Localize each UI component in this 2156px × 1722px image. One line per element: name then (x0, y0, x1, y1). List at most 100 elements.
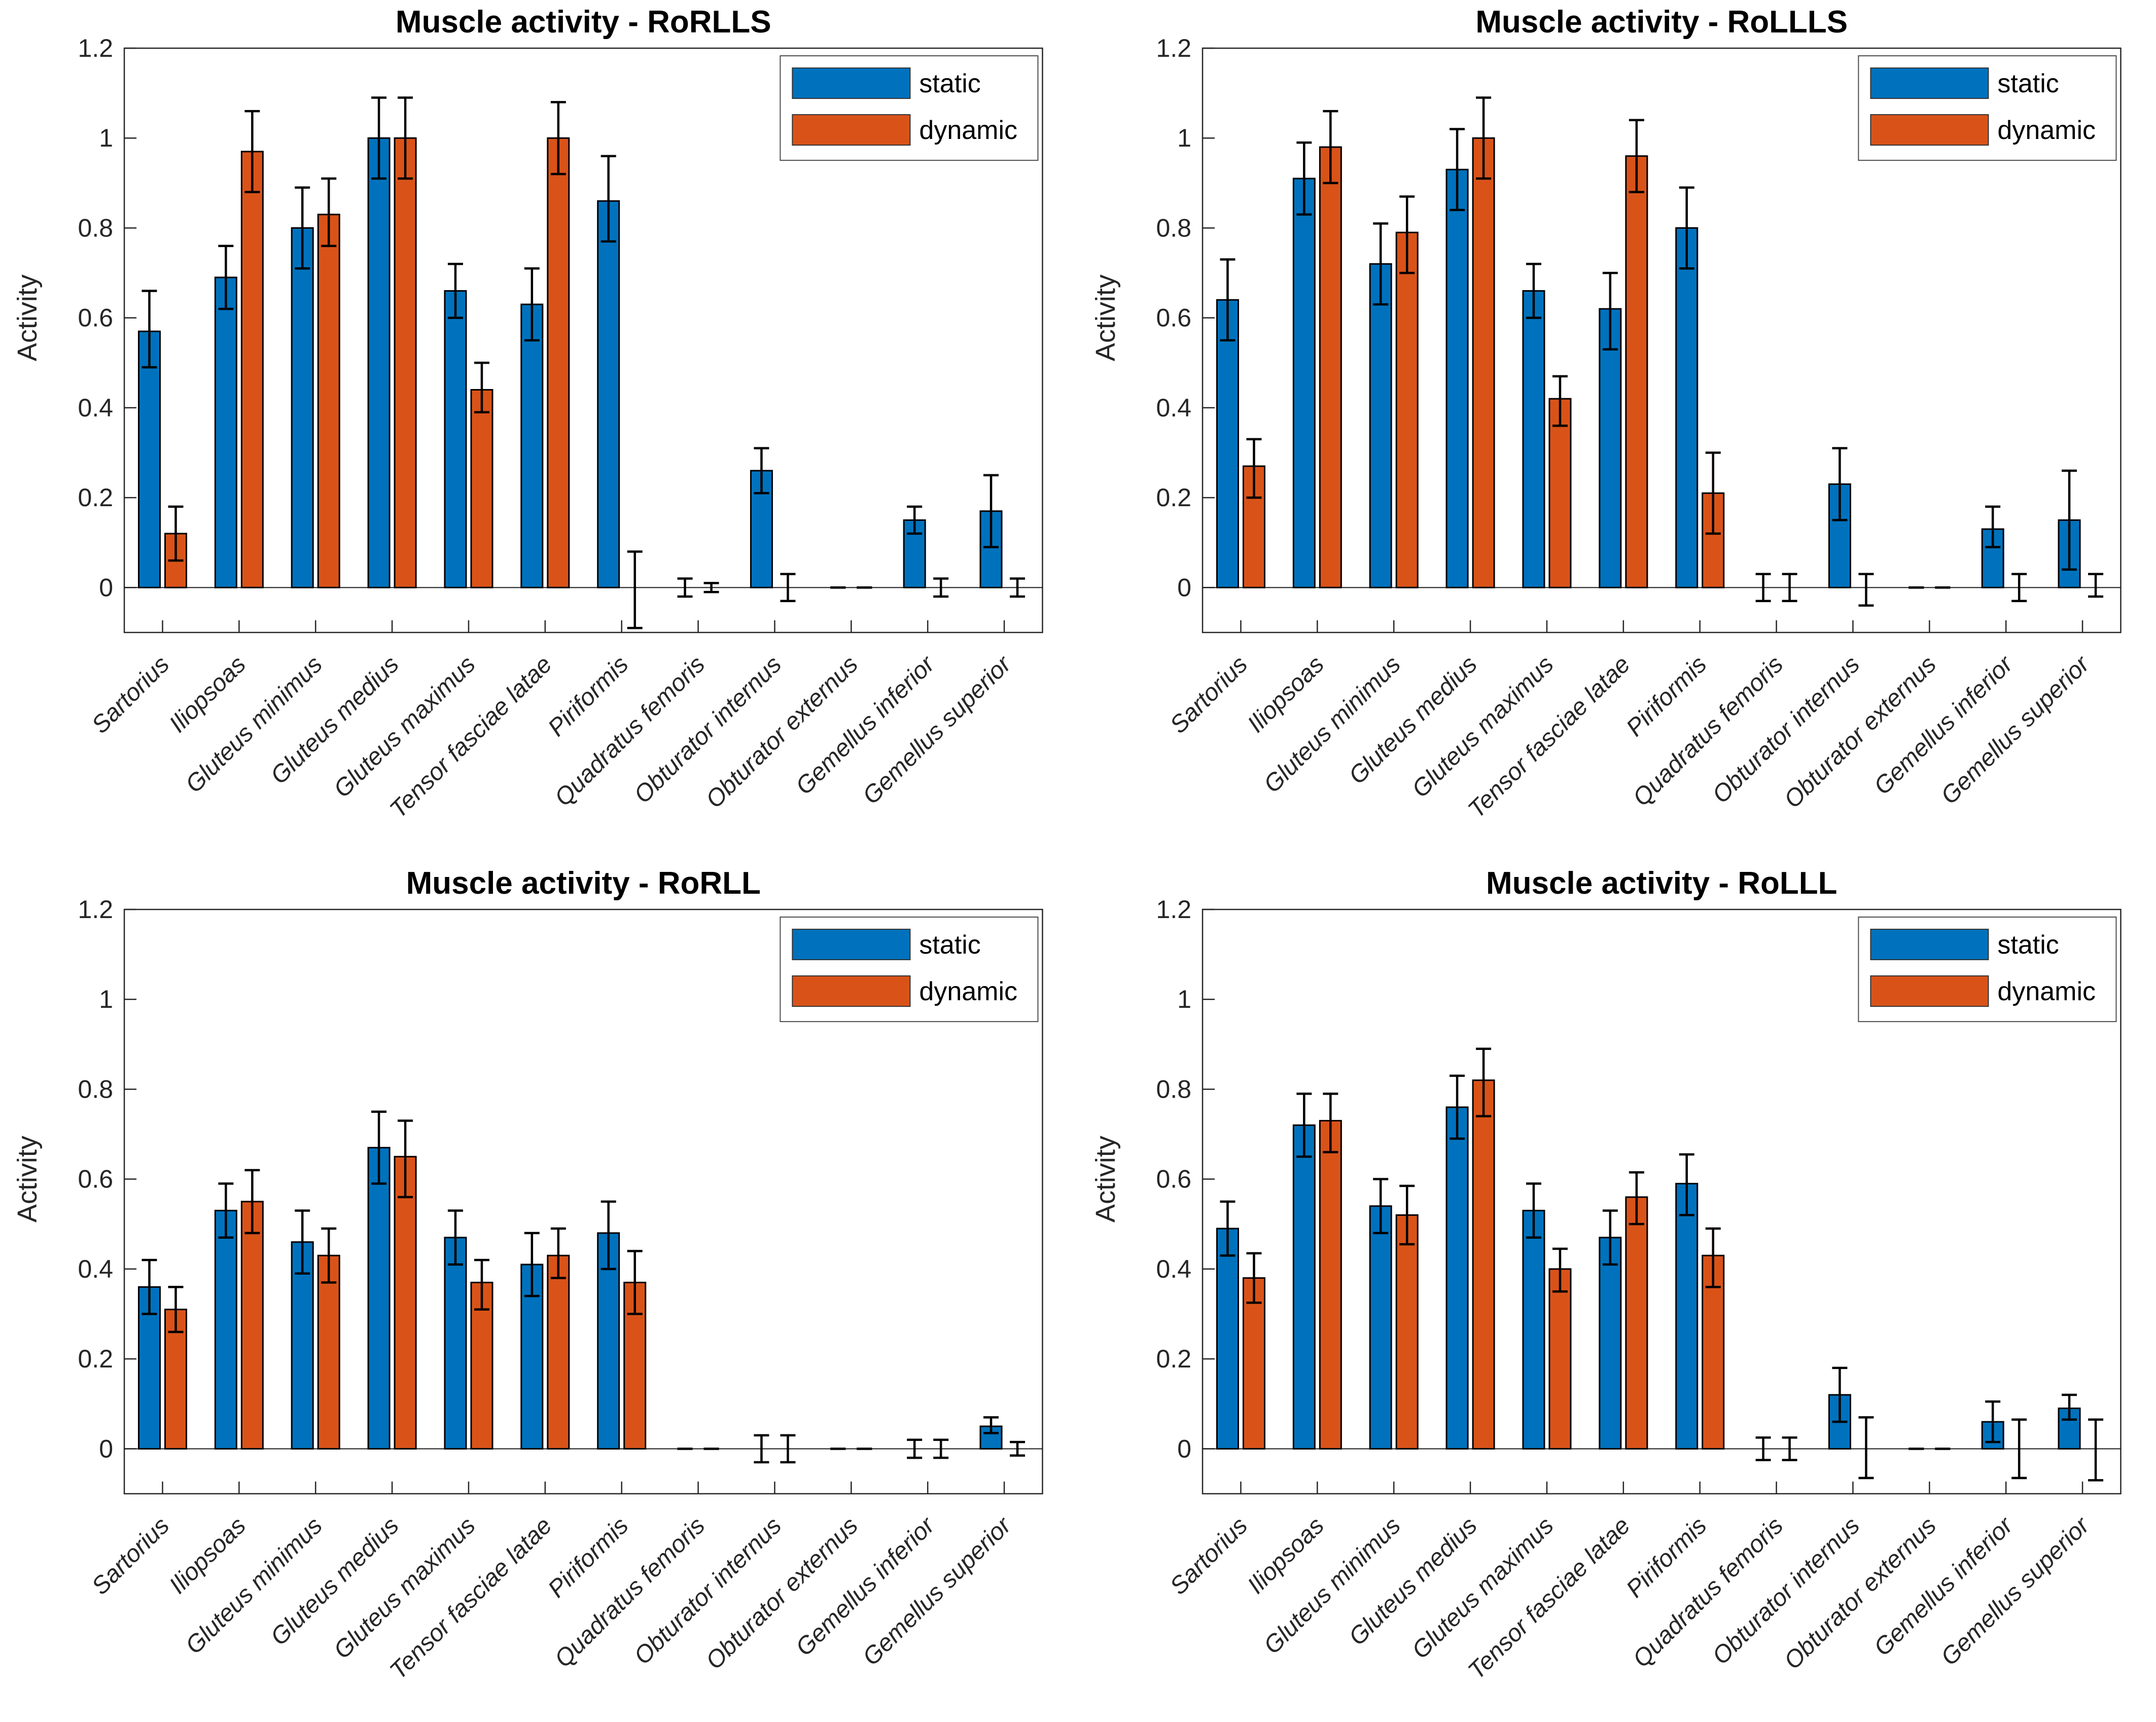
bar-static (1675, 1182, 1698, 1450)
x-tick-label: Gemellus inferior (1868, 650, 2018, 800)
error-bar-dynamic (1858, 1416, 1874, 1479)
legend-swatch-static (1869, 928, 1989, 960)
error-bar-static (983, 474, 999, 548)
error-bar-dynamic (398, 96, 413, 180)
legend-label-dynamic: dynamic (919, 977, 1017, 1006)
error-bar-dynamic (1475, 1047, 1491, 1117)
error-bar-static (1679, 1153, 1694, 1216)
bar-dynamic (1472, 1079, 1495, 1450)
chart-muscle-activity-rorlls: 00.20.40.60.811.2SartoriusIliopsoasGlute… (12, 5, 1043, 823)
error-bar-dynamic (244, 110, 260, 193)
error-bar-dynamic (244, 1169, 260, 1234)
y-tick-label: 1 (99, 124, 113, 152)
x-tick-label: Sartorius (1164, 651, 1252, 739)
error-bar-static (1219, 1200, 1235, 1257)
error-bar-static (371, 1110, 387, 1185)
error-bar-dynamic (933, 577, 949, 598)
bar-dynamic (317, 1254, 340, 1450)
error-bar-dynamic (550, 101, 566, 175)
error-bar-static (1526, 1182, 1541, 1239)
error-bar-dynamic (1322, 1092, 1338, 1153)
error-bar-dynamic (2088, 1418, 2103, 1482)
error-bar-static (2061, 1393, 2077, 1421)
error-bar-static (1372, 1177, 1388, 1234)
bar-static (1675, 227, 1698, 588)
y-tick-label: 0.6 (78, 304, 114, 332)
subplot-rorll: 0 0.2 0.4 0.6 0.8 1 1.2 Sartorius Iliopsoas Glute… (0, 861, 1078, 1722)
error-bar-dynamic (398, 1119, 413, 1198)
error-bar-static (600, 155, 616, 243)
y-tick-label: 0 (99, 1434, 113, 1463)
y-axis-label: Activity (1090, 274, 1121, 361)
legend-label-static: static (919, 69, 980, 98)
x-tick-label: Gluteus medius (1344, 651, 1482, 789)
chart-muscle-activity-rolll: 00.20.40.60.811.2SartoriusIliopsoasGlute… (1090, 866, 2122, 1684)
y-tick-label: 1 (99, 985, 113, 1013)
chart-title: Muscle activity - RoRLLS (396, 5, 771, 40)
legend-label-static: static (1997, 930, 2059, 960)
legend-label-dynamic: dynamic (1997, 116, 2096, 145)
x-tick-label: Gemellus superior (858, 650, 1017, 810)
error-bar-dynamic (1246, 438, 1262, 499)
error-bar-dynamic (321, 177, 337, 248)
chart-muscle-activity-rorll: 00.20.40.60.811.2SartoriusIliopsoasGlute… (12, 866, 1043, 1684)
error-bar-dynamic (1858, 573, 1874, 607)
x-tick-label: Gemellus superior (858, 1511, 1017, 1670)
error-bar-static (218, 1182, 234, 1239)
x-tick-label: Gluteus maximus (329, 1512, 481, 1664)
y-tick-label: 0.8 (78, 214, 114, 242)
error-bar-static (447, 1209, 463, 1266)
error-bar-static (1219, 258, 1235, 342)
error-bar-static (1602, 271, 1618, 350)
bar-dynamic (394, 137, 417, 588)
y-tick-label: 0.4 (78, 1254, 114, 1283)
error-bar-static (1755, 573, 1771, 603)
legend: static dynamic (1857, 916, 2116, 1022)
y-tick-label: 0 (1177, 573, 1191, 602)
error-bar-static (295, 186, 310, 270)
error-bar-dynamic (1782, 1436, 1797, 1461)
error-bar-dynamic (1552, 375, 1568, 427)
bar-dynamic (240, 151, 264, 588)
bar-static (214, 276, 237, 588)
y-tick-label: 1.2 (1156, 34, 1191, 62)
error-bar-static (677, 577, 693, 598)
error-bar-dynamic (780, 573, 796, 603)
error-bar-static (983, 1416, 999, 1434)
legend-swatch-dynamic (792, 114, 911, 146)
bar-dynamic (1548, 1268, 1571, 1450)
legend-swatch-dynamic (1869, 975, 1989, 1007)
y-tick-label: 0.2 (1156, 483, 1191, 512)
x-tick-label: Obturator internus (1707, 651, 1865, 809)
x-tick-label: Gluteus medius (1344, 1512, 1482, 1650)
error-bar-static (524, 267, 540, 342)
error-bar-static (1372, 222, 1388, 306)
axes-box (1201, 908, 2122, 1494)
legend-swatch-static (792, 67, 911, 99)
subplot-rorlls: 0 0.2 0.4 0.6 0.8 1 1.2 Sartorius Iliopsoas Glute… (0, 0, 1078, 861)
error-bar-static (907, 505, 923, 535)
legend: static dynamic (780, 55, 1039, 161)
error-bar-static (754, 1434, 769, 1463)
x-tick-label: Gluteus minimus (1258, 1512, 1405, 1659)
bar-static (214, 1209, 237, 1450)
bar-dynamic (1548, 398, 1571, 588)
bar-static (1598, 1236, 1621, 1450)
x-tick-label: Gemellus inferior (791, 1511, 940, 1661)
axes-box (123, 47, 1043, 634)
error-bar-static (1679, 186, 1694, 270)
error-bar-static (907, 1438, 923, 1459)
bar-static (137, 330, 161, 588)
y-tick-label: 0.8 (1156, 1075, 1191, 1103)
error-bar-static (1449, 128, 1465, 212)
bar-dynamic (1395, 231, 1419, 588)
x-tick-label: Obturator internus (629, 651, 787, 809)
bar-static (1292, 1124, 1316, 1450)
x-tick-label: Gluteus maximus (1407, 651, 1559, 803)
error-bar-static (295, 1209, 310, 1275)
error-bar-static (524, 1232, 540, 1297)
bar-static (1522, 1209, 1545, 1450)
bar-dynamic (240, 1200, 264, 1450)
legend-swatch-dynamic (1869, 114, 1989, 146)
chart-title: Muscle activity - RoLLL (1486, 866, 1837, 901)
